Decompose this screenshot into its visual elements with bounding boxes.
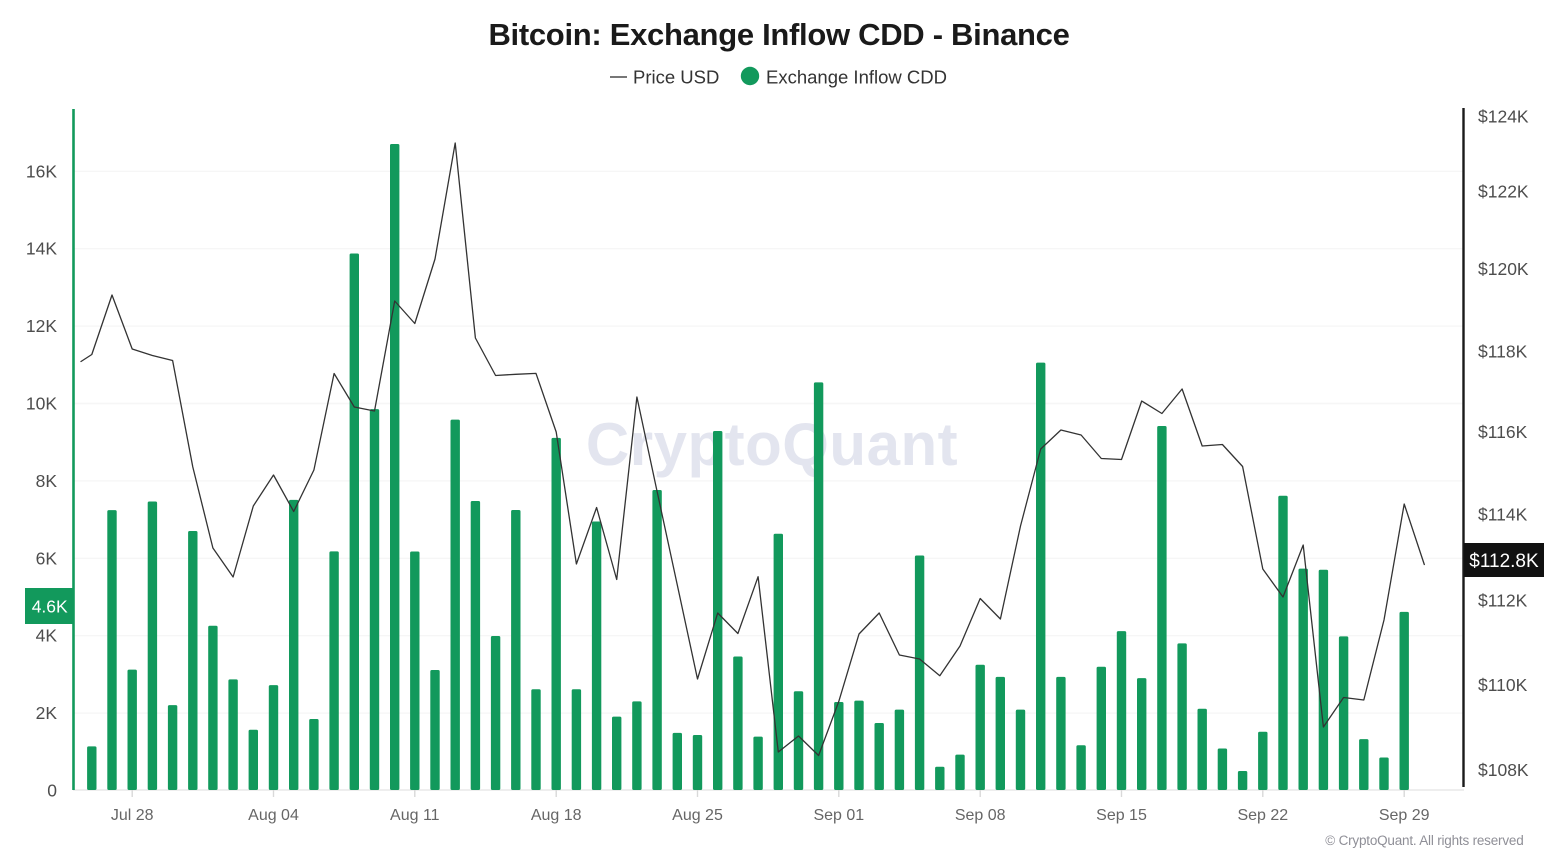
svg-text:$108K: $108K xyxy=(1478,760,1529,780)
svg-text:2K: 2K xyxy=(36,703,58,723)
svg-text:© CryptoQuant. All rights rese: © CryptoQuant. All rights reserved xyxy=(1325,833,1523,848)
svg-text:Sep 29: Sep 29 xyxy=(1379,807,1430,824)
svg-text:$110K: $110K xyxy=(1478,675,1528,695)
svg-text:Aug 11: Aug 11 xyxy=(390,807,440,824)
svg-text:14K: 14K xyxy=(26,239,57,259)
svg-text:Price USD: Price USD xyxy=(633,67,719,88)
svg-text:Aug 25: Aug 25 xyxy=(672,807,723,824)
svg-text:Sep 08: Sep 08 xyxy=(955,807,1006,824)
svg-text:Sep 22: Sep 22 xyxy=(1237,807,1288,824)
svg-text:$122K: $122K xyxy=(1478,182,1529,202)
svg-text:Aug 18: Aug 18 xyxy=(531,807,582,824)
svg-text:10K: 10K xyxy=(26,394,57,414)
svg-text:Aug 04: Aug 04 xyxy=(248,807,299,824)
svg-text:Sep 01: Sep 01 xyxy=(813,807,864,824)
svg-text:16K: 16K xyxy=(26,161,57,181)
svg-text:$112K: $112K xyxy=(1478,591,1528,611)
svg-text:$114K: $114K xyxy=(1478,504,1528,524)
svg-text:8K: 8K xyxy=(36,471,58,491)
svg-text:0: 0 xyxy=(47,781,57,801)
svg-text:Jul 28: Jul 28 xyxy=(111,807,154,824)
svg-text:4K: 4K xyxy=(36,626,58,646)
svg-text:Exchange Inflow CDD: Exchange Inflow CDD xyxy=(766,67,947,88)
svg-text:$124K: $124K xyxy=(1478,106,1529,126)
svg-text:4.6K: 4.6K xyxy=(32,597,68,617)
svg-text:6K: 6K xyxy=(36,548,58,568)
svg-text:$118K: $118K xyxy=(1478,342,1528,362)
svg-text:$116K: $116K xyxy=(1478,422,1528,442)
svg-text:Bitcoin: Exchange Inflow CDD -: Bitcoin: Exchange Inflow CDD - Binance xyxy=(488,17,1069,52)
svg-text:$120K: $120K xyxy=(1478,259,1529,279)
svg-text:Sep 15: Sep 15 xyxy=(1096,807,1147,824)
svg-text:CryptoQuant: CryptoQuant xyxy=(586,411,958,478)
svg-text:$112.8K: $112.8K xyxy=(1469,551,1539,572)
svg-text:12K: 12K xyxy=(26,316,57,336)
